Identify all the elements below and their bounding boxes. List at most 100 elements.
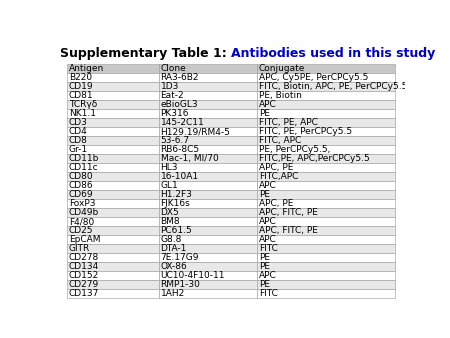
- Bar: [257, 172, 395, 181]
- Text: 1AH2: 1AH2: [161, 289, 185, 298]
- Bar: [257, 109, 395, 118]
- Bar: [158, 82, 257, 91]
- Text: RB6-8C5: RB6-8C5: [161, 145, 200, 154]
- Text: FJK16s: FJK16s: [161, 199, 190, 208]
- Text: F4/80: F4/80: [69, 217, 94, 226]
- Bar: [67, 262, 158, 271]
- Bar: [67, 145, 158, 154]
- Bar: [158, 100, 257, 109]
- Text: CD11c: CD11c: [69, 163, 99, 172]
- Text: APC: APC: [259, 100, 277, 109]
- Text: PE, Biotin: PE, Biotin: [259, 91, 302, 100]
- Text: UC10-4F10-11: UC10-4F10-11: [161, 271, 225, 280]
- Bar: [158, 181, 257, 190]
- Text: BM8: BM8: [161, 217, 180, 226]
- Bar: [257, 136, 395, 145]
- Text: G8.8: G8.8: [161, 235, 182, 244]
- Text: APC: APC: [259, 235, 277, 244]
- Text: FITC: FITC: [259, 244, 278, 253]
- Text: NK1.1: NK1.1: [69, 109, 96, 118]
- Bar: [67, 217, 158, 226]
- Text: CD4: CD4: [69, 127, 88, 136]
- Bar: [158, 244, 257, 253]
- Text: CD8: CD8: [69, 136, 88, 145]
- Bar: [67, 271, 158, 280]
- Text: APC: APC: [259, 217, 277, 226]
- Bar: [257, 199, 395, 208]
- Text: B220: B220: [69, 73, 92, 82]
- Bar: [257, 253, 395, 262]
- Bar: [67, 136, 158, 145]
- Bar: [257, 271, 395, 280]
- Text: CD69: CD69: [69, 190, 94, 199]
- Text: CD80: CD80: [69, 172, 94, 181]
- Bar: [158, 253, 257, 262]
- Text: APC: APC: [259, 181, 277, 190]
- Text: CD152: CD152: [69, 271, 99, 280]
- Bar: [158, 262, 257, 271]
- Text: PC61.5: PC61.5: [161, 226, 192, 235]
- Bar: [257, 91, 395, 100]
- Bar: [67, 190, 158, 199]
- Text: CD25: CD25: [69, 226, 93, 235]
- Bar: [257, 163, 395, 172]
- Bar: [158, 91, 257, 100]
- Text: Mac-1, MI/70: Mac-1, MI/70: [161, 154, 218, 163]
- Text: PE, PerCPCy5.5,: PE, PerCPCy5.5,: [259, 145, 330, 154]
- Bar: [257, 127, 395, 136]
- Bar: [257, 145, 395, 154]
- Text: APC, PE: APC, PE: [259, 163, 293, 172]
- Text: Conjugate: Conjugate: [259, 64, 305, 73]
- Text: DX5: DX5: [161, 208, 180, 217]
- Text: FITC,PE, APC,PerCPCy5.5: FITC,PE, APC,PerCPCy5.5: [259, 154, 370, 163]
- Bar: [257, 190, 395, 199]
- Bar: [67, 199, 158, 208]
- Text: APC: APC: [259, 271, 277, 280]
- Bar: [257, 244, 395, 253]
- Bar: [158, 64, 257, 73]
- Bar: [67, 154, 158, 163]
- Bar: [67, 289, 158, 298]
- Text: GITR: GITR: [69, 244, 90, 253]
- Bar: [257, 64, 395, 73]
- Text: FITC, APC: FITC, APC: [259, 136, 301, 145]
- Bar: [158, 271, 257, 280]
- Bar: [158, 154, 257, 163]
- Bar: [67, 100, 158, 109]
- Bar: [257, 217, 395, 226]
- Text: APC, FITC, PE: APC, FITC, PE: [259, 208, 318, 217]
- Text: APC, PE: APC, PE: [259, 199, 293, 208]
- Text: H1.2F3: H1.2F3: [161, 190, 193, 199]
- Bar: [158, 280, 257, 289]
- Bar: [158, 217, 257, 226]
- Bar: [257, 100, 395, 109]
- Bar: [67, 73, 158, 82]
- Text: APC, FITC, PE: APC, FITC, PE: [259, 226, 318, 235]
- Text: CD137: CD137: [69, 289, 99, 298]
- Text: FITC, PE, APC: FITC, PE, APC: [259, 118, 318, 127]
- Text: CD134: CD134: [69, 262, 99, 271]
- Text: CD3: CD3: [69, 118, 88, 127]
- Bar: [257, 262, 395, 271]
- Bar: [158, 235, 257, 244]
- Text: 16-10A1: 16-10A1: [161, 172, 199, 181]
- Text: GL1: GL1: [161, 181, 178, 190]
- Text: CD278: CD278: [69, 253, 99, 262]
- Bar: [158, 172, 257, 181]
- Bar: [158, 73, 257, 82]
- Text: FITC, Biotin, APC, PE, PerCPCy5.5: FITC, Biotin, APC, PE, PerCPCy5.5: [259, 82, 407, 91]
- Bar: [257, 235, 395, 244]
- Text: EpCAM: EpCAM: [69, 235, 100, 244]
- Bar: [67, 226, 158, 235]
- Text: TCRγδ: TCRγδ: [69, 100, 97, 109]
- Bar: [158, 226, 257, 235]
- Bar: [67, 244, 158, 253]
- Bar: [257, 289, 395, 298]
- Bar: [158, 136, 257, 145]
- Text: H129.19/RM4-5: H129.19/RM4-5: [161, 127, 230, 136]
- Text: APC, Cy5PE, PerCPCy5.5: APC, Cy5PE, PerCPCy5.5: [259, 73, 368, 82]
- Bar: [67, 82, 158, 91]
- Text: CD49b: CD49b: [69, 208, 99, 217]
- Bar: [257, 208, 395, 217]
- Bar: [158, 127, 257, 136]
